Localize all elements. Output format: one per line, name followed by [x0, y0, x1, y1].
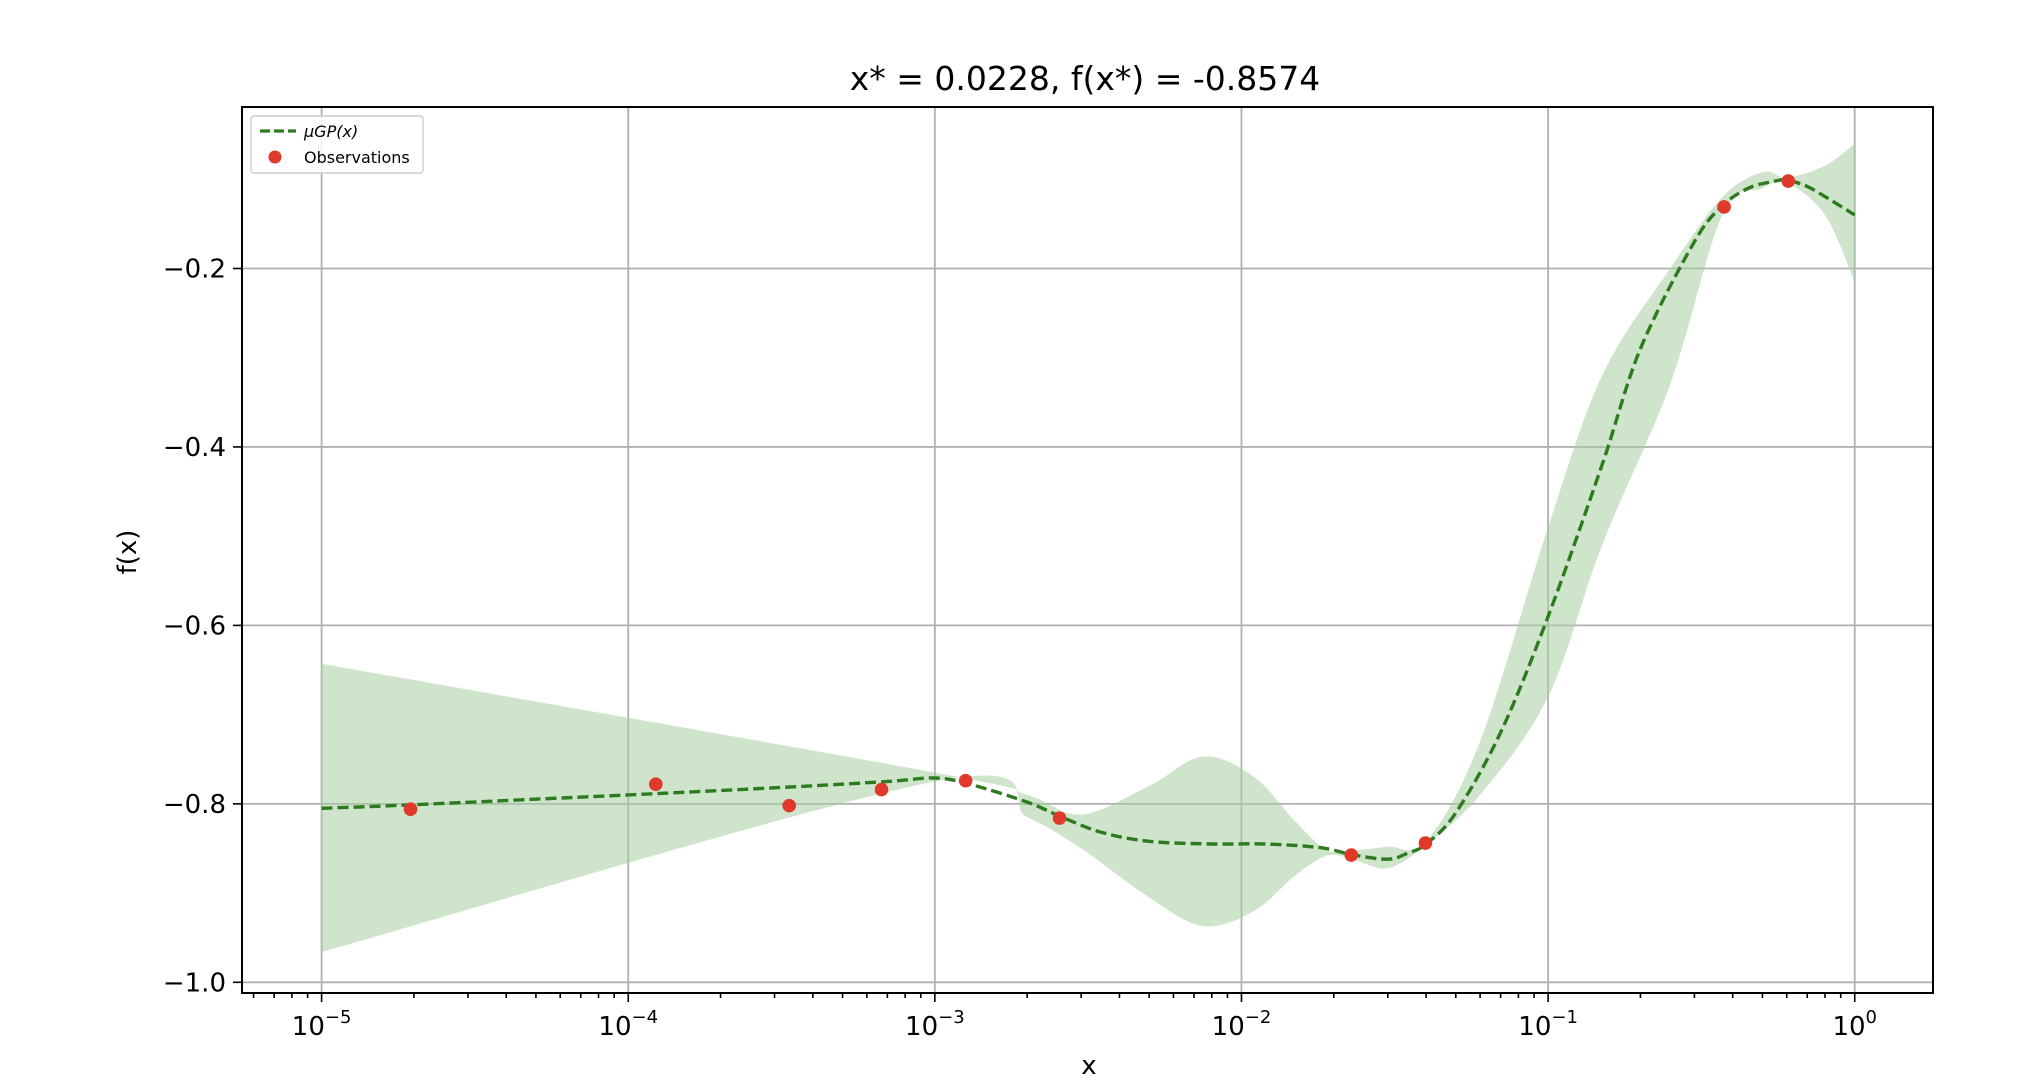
x-tick-label: 100 [1832, 1007, 1877, 1042]
x-tick-base: 10 [598, 1012, 631, 1042]
mean-line-layer [321, 178, 1856, 861]
y-tick-label: −0.8 [163, 790, 226, 820]
legend-observations-label: Observations [304, 148, 410, 167]
observation-point [1781, 174, 1796, 188]
x-axis-label: x [1081, 1051, 1096, 1076]
y-tick-label: −1.0 [163, 968, 226, 998]
observation-point [1717, 200, 1731, 214]
x-tick-exponent: −5 [325, 1007, 352, 1028]
observation-point [958, 773, 973, 788]
legend-mean-label: μGP(x) [303, 122, 358, 141]
x-tick-base: 10 [292, 1012, 325, 1042]
y-axis-label: f(x) [113, 530, 143, 575]
x-tick-label: 10−5 [292, 1007, 352, 1042]
x-tick-exponent: −1 [1551, 1007, 1578, 1028]
y-tick-label: −0.4 [163, 433, 226, 463]
x-tick-label: 10−1 [1518, 1007, 1578, 1042]
y-tick-label: −0.6 [163, 611, 226, 641]
observation-point [403, 802, 418, 816]
legend-observations-swatch [268, 150, 282, 164]
x-tick-exponent: −4 [632, 1007, 659, 1028]
x-tick-exponent: −3 [938, 1007, 965, 1028]
x-axis-ticks: 10−5 10−4 10−3 10−2 10−1 100 [252, 993, 1877, 1042]
x-tick-label: 10−4 [598, 1007, 658, 1042]
uncertainty-band [321, 143, 1855, 953]
x-tick-base: 10 [1212, 1012, 1245, 1042]
observation-point [1344, 848, 1359, 862]
plot-frame [241, 106, 1934, 994]
x-tick-base: 10 [1832, 1012, 1865, 1042]
observation-point [874, 782, 889, 797]
y-tick-label: −0.2 [163, 254, 226, 284]
observation-point [1418, 836, 1433, 850]
grid [242, 107, 1933, 993]
x-tick-base: 10 [905, 1012, 938, 1042]
x-tick-label: 10−2 [1212, 1007, 1272, 1042]
x-tick-label: 10−3 [905, 1007, 965, 1042]
observation-point [1052, 811, 1067, 825]
observation-point [782, 798, 797, 813]
x-tick-exponent: 0 [1866, 1007, 1877, 1028]
x-tick-exponent: −2 [1245, 1007, 1272, 1028]
legend: μGP(x) Observations [250, 115, 424, 174]
uncertainty-band-layer [321, 143, 1855, 953]
mean-line [321, 178, 1856, 861]
x-tick-base: 10 [1518, 1012, 1551, 1042]
observation-point [649, 777, 663, 792]
chart-title: x* = 0.0228, f(x*) = -0.8574 [850, 59, 1321, 98]
observations-layer [403, 174, 1796, 862]
y-axis-ticks: −0.2 −0.4 −0.6 −0.8 −1.0 [163, 254, 242, 998]
